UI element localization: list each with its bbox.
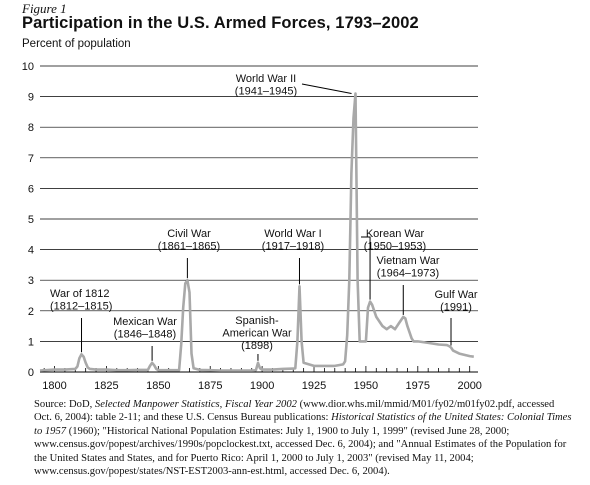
annotation-text: Korean War [366,228,425,240]
annotation-world-war-2: World War II(1941–1945) [235,73,352,98]
annotation-vietnam-war: Vietnam War(1964–1973) [377,255,440,315]
annotation-text: Gulf War [435,289,478,301]
annotation-text: (1898) [241,340,273,352]
x-tick-label: 1900 [250,380,274,392]
y-tick-label: 2 [28,306,34,318]
annotation-korean-war: Korean War(1950–1953) [361,228,426,300]
y-tick-label: 7 [28,153,34,165]
source-publication-title: Selected Manpower Statistics, Fiscal Yea… [94,399,297,410]
annotation-text: World War I [264,228,321,240]
annotation-text: (1941–1945) [235,86,297,98]
annotation-text: (1861–1865) [158,241,220,253]
y-tick-label: 6 [28,183,34,195]
annotation-text: World War II [236,73,297,85]
annotation-text: (1991) [440,302,472,314]
x-tick-label: 1825 [94,380,118,392]
source-publication-title: Historical Statistics of the United Stat… [34,412,572,437]
annotation-text: (1950–1953) [364,241,426,253]
annotation-mexican-war: Mexican War(1846–1848) [113,316,177,361]
annotation-text: American War [222,328,292,340]
annotation-gulf-war: Gulf War(1991) [435,289,478,346]
y-tick-label: 0 [28,367,34,379]
chart-plot: 0 1 2 3 4 5 6 7 8 9 10 1800 1825 1850 1875 1900 1925 1950… [22,61,482,392]
annotation-text: (1917–1918) [262,241,324,253]
y-tick-label: 9 [28,92,34,104]
tick-labels: 0 1 2 3 4 5 6 7 8 9 10 1800 1825 1850 1875 1900 1925 1950… [22,61,482,392]
x-tick-label: 1800 [42,380,66,392]
y-tick-label: 8 [28,122,34,134]
annotation-civil-war: Civil War(1861–1865) [158,228,220,279]
y-tick-label: 5 [28,214,34,226]
annotation-war-1812: War of 1812(1812–1815) [50,288,112,353]
annotation-text: Vietnam War [377,255,440,267]
annotation-text: (1964–1973) [377,268,439,280]
figure-label: Figure 1 [22,1,67,16]
annotation-text: (1812–1815) [50,301,112,313]
x-tick-label: 1975 [406,380,430,392]
annotation-leader-line [301,83,352,95]
source-note: Source: DoD, Selected Manpower Statistic… [34,399,572,478]
y-tick-label: 3 [28,275,34,287]
series-layer [39,92,474,372]
annotation-text: Spanish- [235,315,279,327]
annotation-text: Mexican War [113,316,177,328]
y-axis-label: Percent of population [22,38,131,50]
x-tick-label: 1850 [146,380,170,392]
series-line-0 [39,92,474,372]
y-tick-label: 1 [28,336,34,348]
chart-title: Participation in the U.S. Armed Forces, … [22,14,419,32]
x-tick-label: 1875 [198,380,222,392]
annotation-world-war-1: World War I(1917–1918) [262,228,324,285]
annotation-text: (1846–1848) [114,329,176,341]
annotation-leader-line [361,236,371,300]
annotation-spanish-american-war: Spanish-American War(1898) [222,315,292,361]
y-tick-label: 4 [28,245,34,257]
annotation-text: Civil War [167,228,211,240]
x-tick-label: 2000 [457,380,481,392]
annotations: War of 1812(1812–1815)Mexican War(1846–1… [50,73,478,361]
x-tick-label: 1925 [302,380,326,392]
y-tick-label: 10 [22,61,34,73]
x-tick-label: 1950 [354,380,378,392]
annotation-text: War of 1812 [50,288,110,300]
